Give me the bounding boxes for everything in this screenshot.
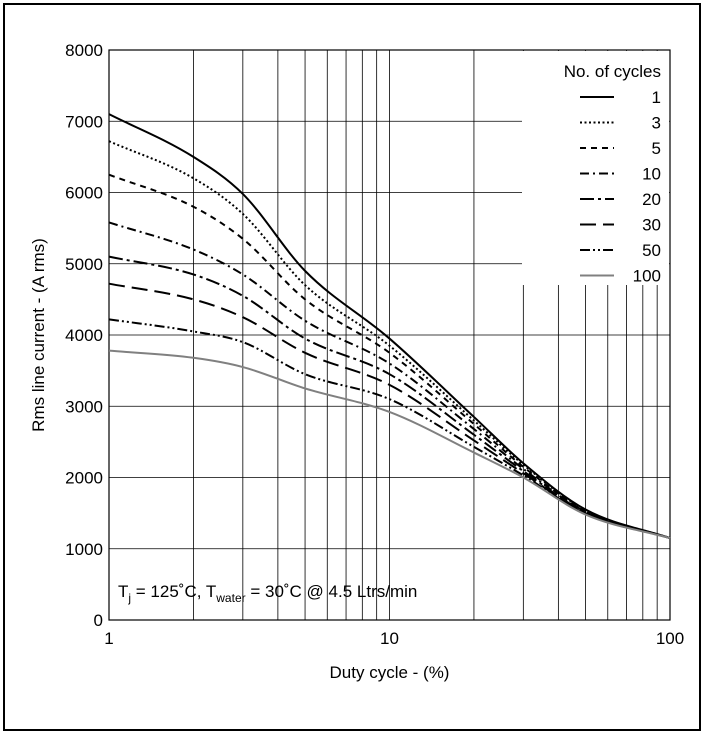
- plot-border: [108, 49, 671, 621]
- y-tick-label: 4000: [65, 326, 103, 345]
- series-line-100: [108, 349, 671, 540]
- legend-title: No. of cycles: [564, 62, 661, 81]
- series-line-30: [108, 282, 671, 540]
- legend: No. of cycles 1 3 5 10 20 30 50 100: [564, 62, 661, 286]
- cond-m2: = 30˚C @ 4.5 Ltrs/min: [246, 582, 418, 601]
- cond-sub-j: j: [127, 591, 131, 605]
- y-tick-label: 7000: [65, 112, 103, 131]
- legend-label-3: 3: [652, 114, 661, 133]
- legend-label-10: 10: [642, 165, 661, 184]
- conditions-annotation: Tj = 125˚C, Twater = 30˚C @ 4.5 Ltrs/min: [118, 582, 417, 605]
- y-tick-label: 0: [94, 611, 103, 630]
- legend-background: [522, 51, 669, 285]
- cond-sub-water: water: [215, 591, 245, 605]
- y-tick-label: 6000: [65, 184, 103, 203]
- y-tick-label: 3000: [65, 397, 103, 416]
- y-tick-label: 8000: [65, 41, 103, 60]
- x-tick-label: 1: [104, 629, 113, 648]
- cond-t1: T: [118, 582, 128, 601]
- legend-label-50: 50: [642, 241, 661, 260]
- series-lines: [108, 113, 671, 540]
- series-line-50: [108, 318, 671, 540]
- legend-label-1: 1: [652, 88, 661, 107]
- y-tick-label: 1000: [65, 540, 103, 559]
- legend-label-100: 100: [633, 267, 661, 286]
- y-tick-label: 2000: [65, 469, 103, 488]
- x-axis-title: Duty cycle - (%): [330, 663, 450, 682]
- legend-label-30: 30: [642, 216, 661, 235]
- legend-label-20: 20: [642, 190, 661, 209]
- x-tick-label: 100: [656, 629, 684, 648]
- legend-label-5: 5: [652, 139, 661, 158]
- cond-m1: = 125˚C, T: [131, 582, 216, 601]
- y-tick-label: 5000: [65, 255, 103, 274]
- x-tick-label: 10: [380, 629, 399, 648]
- y-axis-title: Rms line current - (A rms): [29, 238, 48, 432]
